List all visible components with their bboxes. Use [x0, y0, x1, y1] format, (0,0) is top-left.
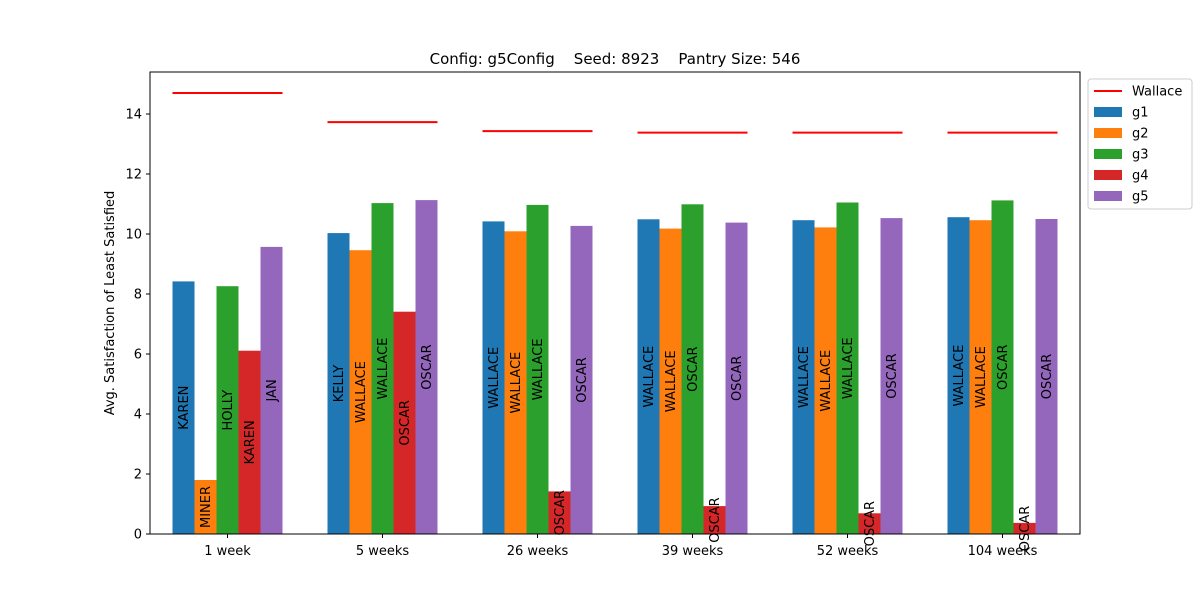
legend-label: g4	[1132, 169, 1149, 184]
y-tick-label: 4	[134, 408, 142, 423]
bar-label: MINER	[199, 486, 214, 528]
bar-label: WALLACE	[642, 346, 657, 408]
legend-swatch	[1094, 107, 1122, 117]
x-tick-label: 26 weeks	[507, 544, 569, 559]
legend: Wallace g1 g2 g3 g4 g5	[1087, 78, 1193, 210]
bar-g1	[792, 220, 815, 534]
bar-label: WALLACE	[664, 350, 679, 412]
bar-g2	[349, 250, 372, 534]
x-tick-label: 52 weeks	[817, 544, 879, 559]
bar-g5	[570, 225, 593, 534]
legend-label: Wallace	[1132, 85, 1182, 100]
y-tick-label: 14	[125, 108, 142, 123]
plot-area: KAREN KELLY WALLACE WALLACE WALLACE WALLACE MI…	[125, 71, 1081, 559]
bar-label: WALLACE	[974, 346, 989, 408]
y-tick-label: 12	[125, 168, 142, 183]
axes-frame	[149, 71, 1081, 535]
y-tick-label: 0	[134, 528, 142, 543]
bar-g5	[1035, 219, 1058, 534]
bar-g5	[880, 218, 903, 534]
bar-label: KAREN	[177, 386, 192, 430]
bar-g4	[393, 311, 416, 534]
x-tick-label: 39 weeks	[662, 544, 724, 559]
legend-label: g5	[1132, 190, 1149, 205]
bar-g5	[725, 222, 748, 534]
legend-label: g3	[1132, 148, 1149, 163]
bar-g2	[814, 227, 837, 534]
bar-g1	[482, 221, 505, 534]
bar-g4	[548, 491, 571, 534]
bar-g4	[703, 506, 726, 534]
bar-g1	[947, 217, 970, 534]
y-tick-label: 2	[134, 468, 142, 483]
bar-g4	[238, 350, 261, 534]
x-tick-label: 1 week	[204, 544, 251, 559]
bar-g2	[194, 480, 217, 534]
bar-g3	[526, 204, 549, 534]
bar-label: WALLACE	[952, 345, 967, 407]
legend-label: g1	[1132, 106, 1149, 121]
bar-label: WALLACE	[376, 338, 391, 400]
bar-g5	[415, 200, 438, 534]
chart-title: Config: g5Config Seed: 8923 Pantry Size:…	[430, 50, 801, 68]
x-tick-label: 5 weeks	[356, 544, 410, 559]
bar-g3	[681, 204, 704, 535]
x-tick-label: 104 weeks	[968, 544, 1038, 559]
bar-g3	[216, 286, 239, 534]
y-tick-label: 10	[125, 228, 142, 243]
bar-g2	[969, 220, 992, 534]
bar-label: JAN	[265, 379, 280, 402]
legend-swatch	[1094, 170, 1122, 180]
bar-label: KAREN	[243, 420, 258, 464]
bar-g3	[991, 200, 1014, 534]
bar-label: WALLACE	[509, 352, 524, 414]
legend-swatch	[1094, 128, 1122, 138]
y-tick-label: 8	[134, 288, 142, 303]
bar-label: OSCAR	[686, 346, 701, 392]
bar-label: OSCAR	[996, 344, 1011, 390]
bar-g1	[172, 281, 195, 534]
bar-g2	[504, 231, 527, 535]
bar-label: OSCAR	[1040, 354, 1055, 400]
bar-g3	[371, 203, 394, 534]
bar-label: WALLACE	[841, 337, 856, 399]
bar-label: OSCAR	[553, 490, 568, 536]
bar-label: KELLY	[332, 365, 347, 402]
bar-label: OSCAR	[1018, 506, 1033, 552]
bar-label: WALLACE	[531, 339, 546, 401]
bar-g1	[637, 219, 660, 535]
bar-label: OSCAR	[885, 353, 900, 399]
bar-label: OSCAR	[730, 356, 745, 402]
bar-g5	[260, 246, 283, 534]
bar-g2	[659, 228, 682, 534]
bar-label: HOLLY	[221, 390, 236, 431]
legend-label: g2	[1132, 127, 1149, 142]
bar-label: WALLACE	[819, 350, 834, 412]
bar-label: OSCAR	[398, 400, 413, 446]
bar-label: OSCAR	[708, 497, 723, 543]
bar-label: OSCAR	[420, 344, 435, 390]
bar-g4	[858, 513, 881, 534]
bar-label: OSCAR	[575, 357, 590, 403]
bar-g4	[1013, 522, 1036, 534]
bar-label: WALLACE	[797, 346, 812, 408]
y-tick-label: 6	[134, 348, 142, 363]
bar-label: WALLACE	[354, 361, 369, 423]
bar-label: WALLACE	[487, 347, 502, 409]
bar-g1	[327, 233, 350, 534]
y-axis-label: Avg. Satisfaction of Least Satisfied	[103, 191, 118, 416]
bar-label: OSCAR	[863, 501, 878, 547]
legend-swatch	[1094, 191, 1122, 201]
bar-g3	[836, 202, 859, 534]
legend-swatch	[1094, 149, 1122, 159]
